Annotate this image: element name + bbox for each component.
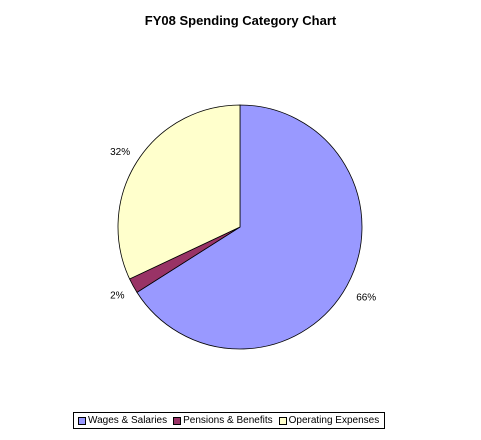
legend: Wages & Salaries Pensions & Benefits Ope… [73, 412, 386, 429]
pie-slice-wages [136, 104, 363, 350]
pie-label-wages: 66% [356, 292, 376, 303]
chart-title: FY08 Spending Category Chart [144, 13, 337, 28]
legend-label-pensions: Pensions & Benefits [183, 415, 273, 426]
legend-item-operating: Operating Expenses [278, 415, 380, 426]
pie-label-pensions: 2% [110, 290, 125, 301]
legend-swatch-pensions [173, 416, 182, 425]
legend-label-wages: Wages & Salaries [88, 415, 168, 426]
legend-label-operating: Operating Expenses [288, 415, 380, 426]
pie-label-operating: 32% [110, 147, 130, 158]
legend-swatch-wages [78, 416, 86, 425]
legend-item-pensions: Pensions & Benefits [173, 415, 273, 426]
legend-swatch-operating [278, 416, 287, 425]
legend-item-wages: Wages & Salaries [78, 415, 167, 426]
pie-slice-operating [117, 104, 241, 280]
